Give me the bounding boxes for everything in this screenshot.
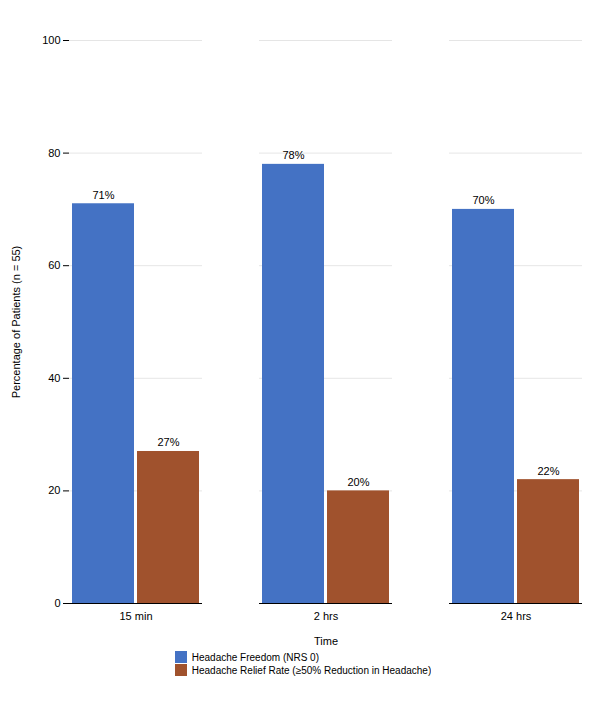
svg-text:22%: 22% [537, 465, 559, 477]
svg-text:15 min: 15 min [119, 610, 152, 622]
svg-text:71%: 71% [92, 189, 114, 201]
svg-text:27%: 27% [157, 436, 179, 448]
svg-text:0: 0 [54, 597, 60, 609]
svg-text:70%: 70% [472, 194, 494, 206]
html-text:Headache Freedom (NRS 0): Headache Freedom (NRS 0) [191, 651, 319, 663]
svg-text:100: 100 [42, 34, 60, 46]
html-text:Headache Relief Rate (≥50% Red: Headache Relief Rate (≥50% Reduction in … [191, 664, 432, 676]
svg-text:20: 20 [48, 484, 60, 496]
svg-text:78%: 78% [282, 149, 304, 161]
svg-text:60: 60 [48, 259, 60, 271]
svg-text:20%: 20% [347, 476, 369, 488]
svg-text:Time: Time [314, 635, 338, 647]
svg-text:80: 80 [48, 147, 60, 159]
svg-text:2 hrs: 2 hrs [314, 610, 339, 622]
svg-text:Percentage of Patients (n = 55: Percentage of Patients (n = 55) [10, 246, 22, 399]
svg-text:40: 40 [48, 372, 60, 384]
svg-text:24 hrs: 24 hrs [501, 610, 532, 622]
